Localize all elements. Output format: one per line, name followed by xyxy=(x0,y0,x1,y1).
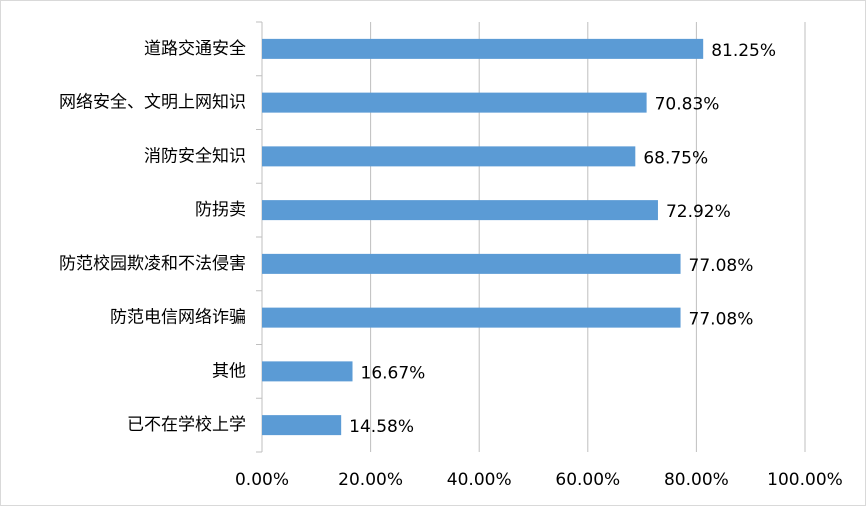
x-tick-label: 80.00% xyxy=(664,470,729,490)
bar xyxy=(262,361,353,382)
y-tick-label: 网络安全、文明上网知识 xyxy=(59,93,246,113)
x-tick-label: 40.00% xyxy=(447,470,512,490)
x-tick-label: 100.00% xyxy=(767,470,843,490)
y-tick-label: 其他 xyxy=(212,361,246,381)
value-label: 68.75% xyxy=(643,148,708,168)
value-label: 81.25% xyxy=(711,41,776,61)
x-tick-label: 0.00% xyxy=(235,470,289,490)
value-label: 77.08% xyxy=(689,310,754,330)
value-label: 14.58% xyxy=(349,417,414,437)
value-label: 77.08% xyxy=(689,256,754,276)
y-tick-label: 防范校园欺凌和不法侵害 xyxy=(59,254,246,274)
x-tick-label: 60.00% xyxy=(555,470,620,490)
y-tick-label: 消防安全知识 xyxy=(144,146,246,166)
bar xyxy=(262,307,681,328)
y-tick-label: 已不在学校上学 xyxy=(127,415,246,435)
bar xyxy=(262,92,647,113)
bar xyxy=(262,253,681,274)
bar xyxy=(262,146,636,167)
value-label: 72.92% xyxy=(666,202,731,222)
y-tick-label: 防拐卖 xyxy=(195,200,246,220)
bar xyxy=(262,415,342,436)
y-tick-label: 防范电信网络诈骗 xyxy=(110,308,246,328)
bar xyxy=(262,200,658,221)
value-label: 70.83% xyxy=(655,95,720,115)
x-tick-label: 20.00% xyxy=(338,470,403,490)
value-label: 16.67% xyxy=(361,363,426,383)
y-tick-label: 道路交通安全 xyxy=(144,39,246,59)
bar xyxy=(262,38,704,59)
